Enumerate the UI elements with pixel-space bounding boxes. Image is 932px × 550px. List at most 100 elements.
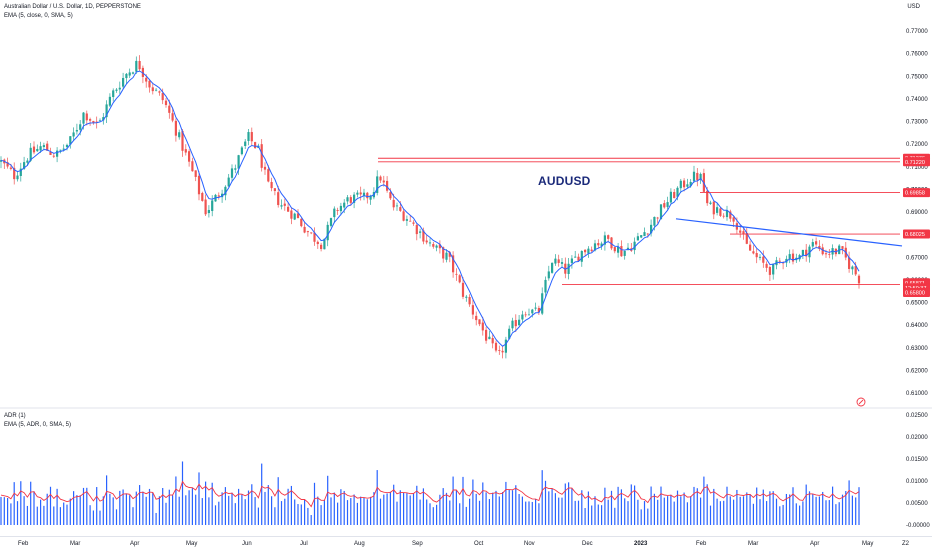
candle-body [6,162,9,167]
adr-bar [492,492,494,525]
adr-bar [706,484,708,525]
candle-body [590,249,593,252]
adr-bar [749,494,751,525]
candle-body [217,195,220,197]
adr-bar [838,502,840,525]
adr-bar [445,492,448,525]
adr-bar [709,505,712,525]
candle-body [155,89,158,91]
adr-bar [247,490,250,525]
x-axis-label: Oct [474,541,484,547]
adr-bar [584,508,586,525]
candle-body [475,315,478,321]
candle-body [722,215,725,217]
adr-bar [254,497,256,525]
candle-body [755,253,758,258]
adr-legend[interactable]: ADR (1) [4,413,26,419]
adr-bar [69,498,71,525]
adr-bar [432,507,434,525]
adr-bar [409,495,411,525]
candle-body [659,204,663,220]
candle-body [452,255,455,273]
adr-bar [835,504,837,525]
candle-body [544,279,547,293]
adr-bar [300,504,302,525]
candle-body [379,176,382,181]
adr-ema-legend[interactable]: EMA (5, ADR, 0, SMA, 5) [4,422,72,428]
adr-bar [700,497,702,525]
adr-bar [462,476,464,525]
candle-body [607,235,610,239]
candle-body [851,266,854,270]
adr-bar [815,496,817,525]
adr-bar [667,496,669,525]
candle-body [191,161,194,172]
adr-bar [459,503,461,525]
adr-bar [531,501,533,525]
adr-bar [208,497,210,525]
adr-bar [610,490,613,525]
adr-bar [0,496,2,525]
candle-body [207,209,210,214]
adr-bar [498,496,500,525]
adr-bar [442,488,444,525]
candle-body [399,207,402,211]
adr-bar [234,503,236,525]
price-tick-label: 0.62000 [906,368,928,374]
adr-bar [511,490,514,525]
adr-bar [752,503,754,525]
adr-bar [544,480,547,525]
candle-body [448,252,451,257]
candle-body [23,162,26,169]
candle-body [310,232,313,234]
candle-body [287,206,290,212]
adr-bar [297,504,299,525]
adr-bar [188,490,190,525]
candle-body [653,216,656,226]
price-tick-label: 0.63000 [906,346,928,352]
ema-legend[interactable]: EMA (5, close, 0, SMA, 5) [4,13,73,19]
candle-body [59,149,62,151]
adr-bar [287,488,289,525]
candle-body [603,235,606,245]
candle-body [161,93,164,101]
adr-bar [683,492,685,525]
candle-body [818,245,821,249]
candle-body [485,329,488,341]
adr-bar [63,502,65,525]
adr-bar [680,496,682,525]
adr-bar [799,505,801,525]
x-axis-label: Jul [300,541,308,547]
x-axis-label: Aug [354,541,365,547]
adr-bar [244,499,246,525]
symbol-legend[interactable]: Australian Dollar / U.S. Dollar, 1D, PEP… [4,4,141,10]
adr-bar [653,493,655,525]
replay-icon [856,397,866,407]
adr-bar [264,491,266,525]
adr-bar [89,505,91,525]
adr-bar [10,503,12,525]
candle-body [673,191,676,199]
candle-body [824,253,828,255]
candle-body [805,249,808,257]
adr-bar [370,496,372,525]
candle-body [329,218,333,226]
candle-body [518,319,521,326]
candle-body [508,328,511,339]
candle-body [339,205,342,212]
candle-body [92,120,95,123]
candle-body [765,263,768,268]
adr-bar [518,493,520,525]
adr-bar [429,503,431,525]
candle-body [626,247,630,250]
candle-body [62,148,65,150]
adr-bar [399,490,401,525]
candle-body [749,244,752,251]
candle-body [455,273,458,275]
adr-bar [99,510,101,525]
adr-bar [290,485,292,525]
adr-bar [564,483,566,525]
candle-body [478,319,481,325]
adr-bar [673,501,675,525]
